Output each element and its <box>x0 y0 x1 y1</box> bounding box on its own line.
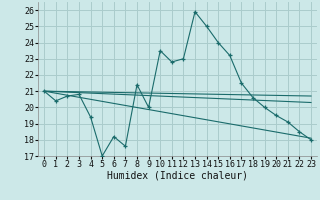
X-axis label: Humidex (Indice chaleur): Humidex (Indice chaleur) <box>107 171 248 181</box>
